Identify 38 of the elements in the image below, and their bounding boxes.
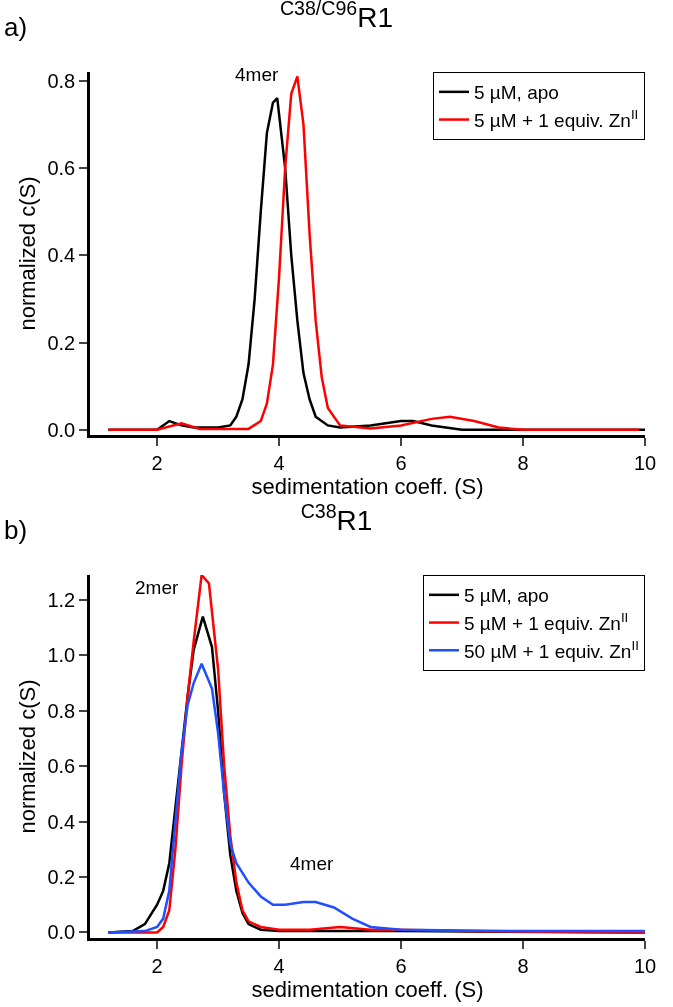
y-tick-label: 1.0 [47, 644, 76, 667]
x-tick-label: 2 [151, 451, 163, 474]
y-axis-title: normalized c(S) [15, 679, 41, 834]
x-tick-label: 10 [633, 451, 657, 474]
y-tick-label: 1.2 [47, 588, 76, 611]
y-tick-label: 0.0 [47, 418, 76, 441]
text: a) [4, 12, 28, 42]
annotation: 4mer [290, 853, 334, 874]
chart-title: $^{C38/C96}$R1 [279, 0, 394, 34]
y-tick-label: 0.6 [47, 156, 76, 179]
legend-label: 5 µM, apo [464, 585, 549, 607]
y-tick-label: 0.4 [47, 244, 76, 267]
y-tick-label: 0.4 [47, 810, 76, 833]
y-tick-label: 0.2 [47, 866, 76, 889]
x-tick-label: 8 [517, 954, 529, 977]
x-tick-label: 6 [395, 954, 407, 977]
x-tick-label: 10 [633, 954, 657, 977]
annotation: 2mer [135, 577, 179, 598]
legend-label: 5 µM + 1 equiv. Zn$^{II}$ [474, 106, 639, 131]
text: b) [4, 515, 28, 545]
y-tick-label: 0.8 [47, 69, 76, 92]
x-tick-label: 8 [517, 451, 529, 474]
y-tick-label: 0.0 [47, 921, 76, 944]
y-axis-title: normalized c(S) [15, 176, 41, 331]
y-tick-label: 0.6 [47, 755, 76, 778]
legend-label: 5 µM + 1 equiv. Zn$^{II}$ [464, 609, 629, 634]
x-tick-label: 2 [151, 954, 163, 977]
x-tick-label: 4 [273, 451, 285, 474]
x-axis-title: sedimentation coeff. (S) [251, 473, 484, 499]
annotation: 4mer [235, 64, 279, 85]
x-axis-title: sedimentation coeff. (S) [251, 976, 484, 1002]
x-tick-label: 4 [273, 954, 285, 977]
chart-title: $^{C38}$R1 [300, 500, 373, 537]
x-tick-label: 6 [395, 451, 407, 474]
legend-label: 50 µM + 1 equiv. Zn$^{II}$ [464, 637, 639, 662]
y-tick-label: 0.2 [47, 331, 76, 354]
y-tick-label: 0.8 [47, 699, 76, 722]
legend-label: 5 µM, apo [474, 82, 559, 104]
